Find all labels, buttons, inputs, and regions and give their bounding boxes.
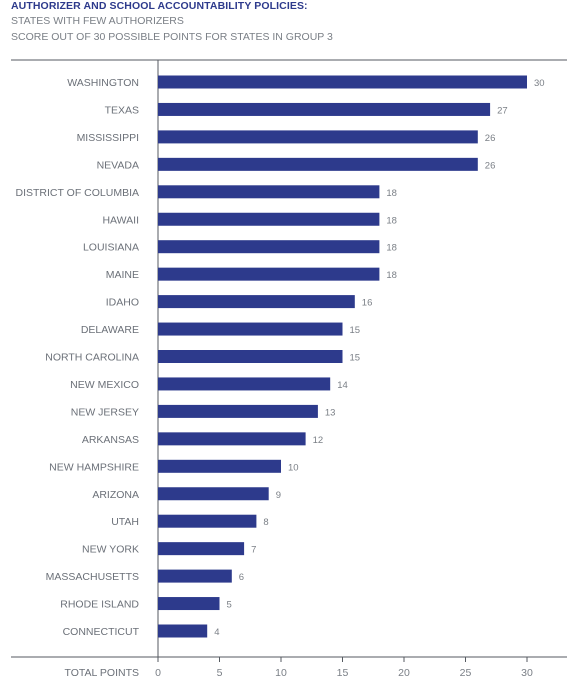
category-label-massachusetts: MASSACHUSETTS — [46, 571, 139, 583]
category-label-arizona: ARIZONA — [92, 489, 139, 501]
value-label-north-carolina: 15 — [350, 353, 361, 364]
value-label-louisiana: 18 — [386, 243, 397, 254]
chart-title: AUTHORIZER AND SCHOOL ACCOUNTABILITY POL… — [11, 0, 308, 12]
category-label-new-mexico: NEW MEXICO — [70, 379, 139, 391]
value-labels: 30 27 26 26 18 18 18 18 16 15 15 14 13 12 10 9 8 7 6 5 4 — [214, 78, 544, 638]
chart-subtitle-2: SCORE OUT OF 30 POSSIBLE POINTS FOR STAT… — [11, 31, 333, 43]
category-label-delaware: DELAWARE — [81, 324, 139, 336]
value-label-nevada: 26 — [485, 160, 496, 171]
bar-new-hampshire — [158, 459, 281, 473]
bars-layer — [158, 75, 527, 638]
x-axis-label: TOTAL POINTS — [65, 667, 139, 679]
bar-louisiana — [158, 240, 380, 254]
x-tick-label: 30 — [521, 667, 533, 679]
value-label-rhode-island: 5 — [227, 600, 232, 611]
category-label-new-jersey: NEW JERSEY — [71, 406, 139, 418]
category-label-maine: MAINE — [106, 269, 139, 281]
value-label-mississippi: 26 — [485, 133, 496, 144]
x-tick-label: 20 — [398, 667, 410, 679]
category-label-connecticut: CONNECTICUT — [63, 626, 140, 638]
value-label-arizona: 9 — [276, 490, 281, 501]
value-label-new-york: 7 — [251, 545, 256, 556]
value-label-new-hampshire: 10 — [288, 462, 299, 473]
bar-arkansas — [158, 432, 306, 446]
value-label-delaware: 15 — [350, 325, 361, 336]
bar-idaho — [158, 295, 355, 309]
x-tick-label: 25 — [460, 667, 472, 679]
x-tick-label: 15 — [337, 667, 349, 679]
value-label-new-mexico: 14 — [337, 380, 348, 391]
bar-massachusetts — [158, 569, 232, 583]
category-label-utah: UTAH — [111, 516, 139, 528]
value-label-new-jersey: 13 — [325, 407, 336, 418]
bar-new-york — [158, 542, 245, 556]
category-label-texas: TEXAS — [105, 104, 139, 116]
category-label-rhode-island: RHODE ISLAND — [60, 599, 139, 611]
bar-rhode-island — [158, 597, 220, 611]
bar-delaware — [158, 322, 343, 336]
value-label-district-of-columbia: 18 — [386, 188, 397, 199]
value-label-hawaii: 18 — [386, 215, 397, 226]
category-label-mississippi: MISSISSIPPI — [77, 132, 139, 144]
bar-new-mexico — [158, 377, 331, 391]
chart-subtitle-1: STATES WITH FEW AUTHORIZERS — [11, 15, 184, 27]
value-label-utah: 8 — [263, 517, 268, 528]
x-tick-label: 0 — [155, 667, 161, 679]
bar-district-of-columbia — [158, 185, 380, 199]
x-tick-label: 5 — [217, 667, 223, 679]
bar-utah — [158, 514, 257, 528]
category-label-hawaii: HAWAII — [102, 214, 139, 226]
value-label-arkansas: 12 — [313, 435, 324, 446]
category-label-nevada: NEVADA — [97, 159, 139, 171]
category-label-north-carolina: NORTH CAROLINA — [45, 352, 139, 364]
bar-north-carolina — [158, 350, 343, 363]
value-label-connecticut: 4 — [214, 627, 219, 638]
bar-maine — [158, 267, 380, 281]
bar-connecticut — [158, 624, 208, 638]
category-labels: WASHINGTON TEXAS MISSISSIPPI NEVADA DISTRICT… — [16, 77, 140, 638]
category-label-washington: WASHINGTON — [67, 77, 139, 89]
bar-texas — [158, 102, 491, 116]
value-label-idaho: 16 — [362, 298, 373, 309]
value-label-maine: 18 — [386, 270, 397, 281]
bar-nevada — [158, 157, 478, 171]
value-label-massachusetts: 6 — [239, 572, 244, 583]
x-axis-ticks: 0 5 10 15 20 25 30 — [155, 657, 533, 679]
bar-hawaii — [158, 212, 380, 226]
bar-mississippi — [158, 130, 478, 144]
bar-new-jersey — [158, 404, 318, 418]
category-label-new-hampshire: NEW HAMPSHIRE — [49, 461, 139, 473]
value-label-texas: 27 — [497, 105, 508, 116]
bar-washington — [158, 75, 527, 89]
category-label-idaho: IDAHO — [106, 297, 139, 309]
category-label-arkansas: ARKANSAS — [82, 434, 139, 446]
category-label-district-of-columbia: DISTRICT OF COLUMBIA — [16, 187, 139, 199]
category-label-new-york: NEW YORK — [82, 544, 139, 556]
bar-arizona — [158, 487, 269, 501]
category-label-louisiana: LOUISIANA — [83, 242, 139, 254]
x-tick-label: 10 — [275, 667, 287, 679]
value-label-washington: 30 — [534, 78, 545, 89]
